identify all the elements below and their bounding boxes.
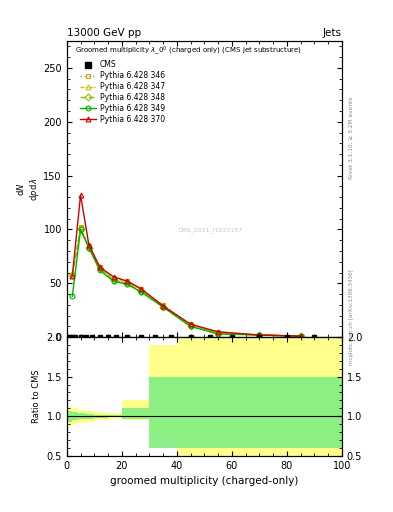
Y-axis label: Ratio to CMS: Ratio to CMS bbox=[32, 370, 41, 423]
Bar bbox=[67, 407, 72, 425]
Bar bbox=[72, 408, 78, 424]
Text: Groomed multiplicity $\lambda\_0^{0}$ (charged only) (CMS jet substructure): Groomed multiplicity $\lambda\_0^{0}$ (c… bbox=[75, 44, 302, 57]
Bar bbox=[122, 400, 149, 420]
Bar bbox=[78, 410, 86, 422]
Text: mcplots.cern.ch [arXiv:1306.3436]: mcplots.cern.ch [arXiv:1306.3436] bbox=[349, 270, 354, 365]
Bar bbox=[86, 411, 94, 422]
Text: CMS_2021_I1920187: CMS_2021_I1920187 bbox=[177, 228, 242, 233]
Bar bbox=[204, 377, 342, 448]
Bar bbox=[108, 413, 122, 419]
Bar bbox=[149, 377, 177, 448]
Bar bbox=[204, 337, 342, 456]
Text: 13000 GeV pp: 13000 GeV pp bbox=[67, 28, 141, 38]
Bar bbox=[149, 345, 177, 436]
Text: Rivet 3.1.10, ≥ 3.2M events: Rivet 3.1.10, ≥ 3.2M events bbox=[349, 97, 354, 180]
Bar bbox=[108, 415, 122, 417]
Bar bbox=[122, 408, 149, 418]
Bar bbox=[72, 412, 78, 420]
Bar bbox=[94, 412, 108, 420]
Bar bbox=[86, 414, 94, 418]
Bar bbox=[67, 411, 72, 422]
Legend: CMS, Pythia 6.428 346, Pythia 6.428 347, Pythia 6.428 348, Pythia 6.428 349, Pyt: CMS, Pythia 6.428 346, Pythia 6.428 347,… bbox=[79, 59, 165, 124]
Bar bbox=[94, 415, 108, 418]
Y-axis label: $\mathrm{d}N$
$\mathrm{d}p\,\mathrm{d}\lambda$: $\mathrm{d}N$ $\mathrm{d}p\,\mathrm{d}\l… bbox=[15, 177, 40, 201]
Text: Jets: Jets bbox=[323, 28, 342, 38]
Bar bbox=[177, 337, 204, 456]
X-axis label: groomed multiplicity (charged-only): groomed multiplicity (charged-only) bbox=[110, 476, 299, 486]
Bar bbox=[177, 377, 204, 448]
Bar bbox=[78, 413, 86, 419]
